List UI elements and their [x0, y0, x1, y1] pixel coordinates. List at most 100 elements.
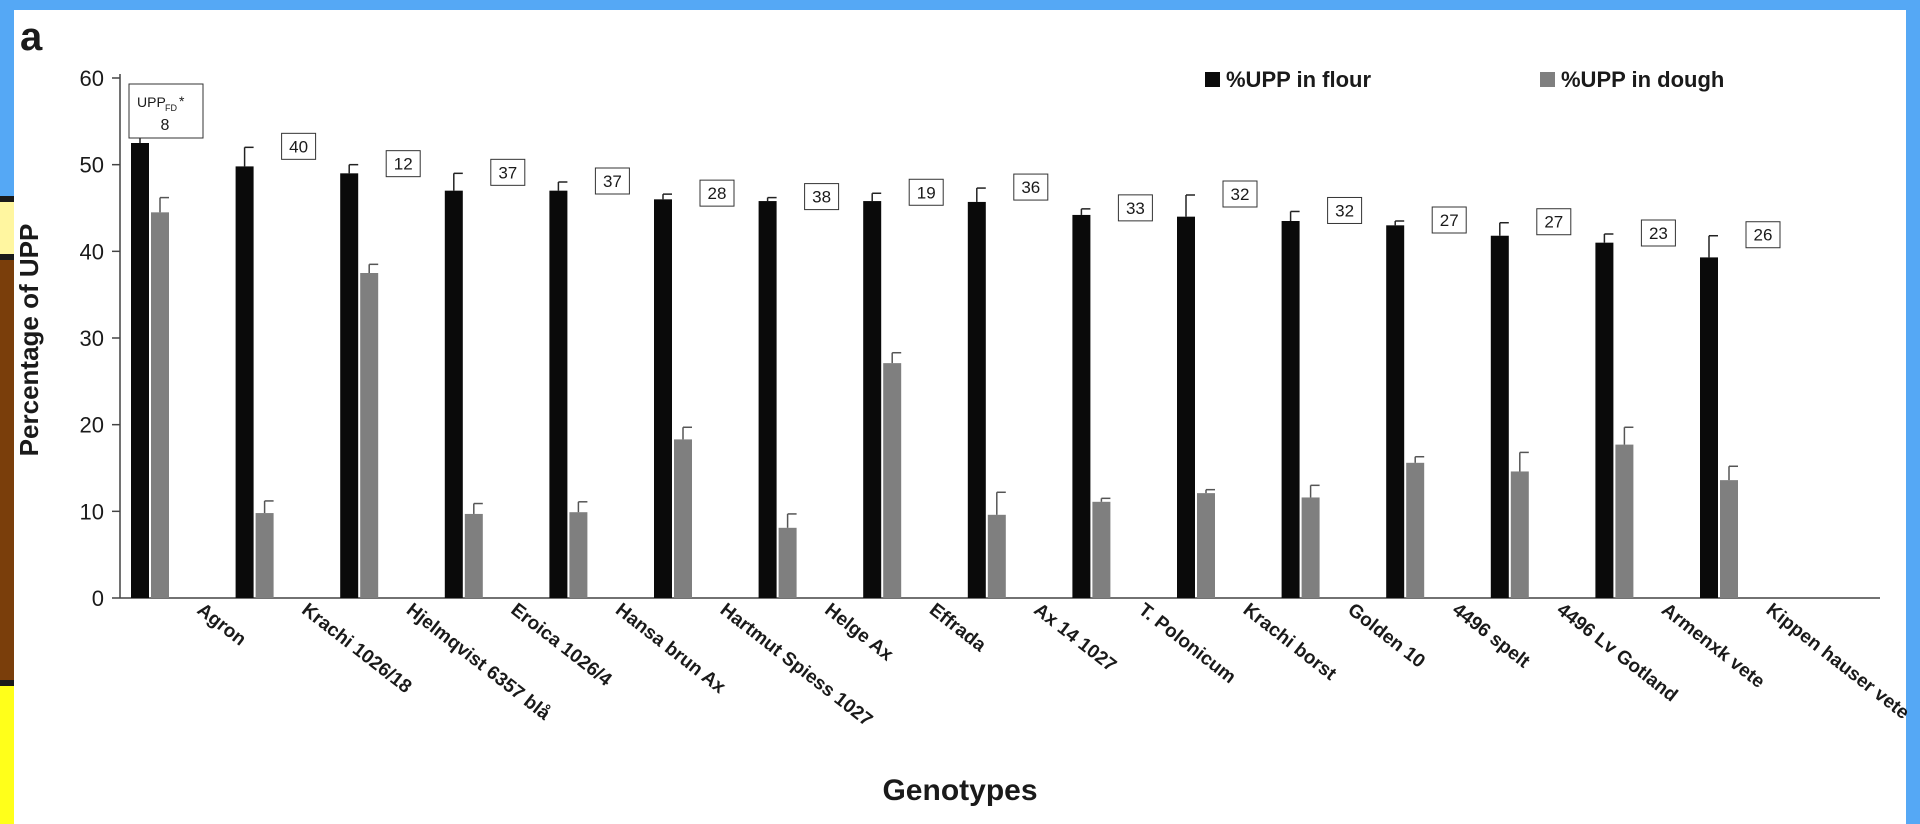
bar-dough — [1197, 493, 1215, 598]
bar-flour — [1490, 235, 1509, 598]
annotation-value: 26 — [1754, 226, 1773, 245]
bar-flour — [549, 190, 568, 598]
annotation-box — [1640, 219, 1676, 247]
annotation-value: 23 — [1649, 224, 1668, 243]
annotation-box — [804, 183, 840, 211]
bar-flour — [758, 201, 777, 599]
bar-flour — [1281, 221, 1300, 598]
bar-flour — [235, 166, 254, 598]
bar-flour — [967, 201, 986, 598]
annotation-value: 33 — [1126, 199, 1145, 218]
annotation-value: 37 — [498, 163, 517, 182]
bar-dough — [1615, 444, 1634, 598]
x-tick-label: Armenxk vete — [1657, 599, 1768, 692]
x-tick-label: Golden 10 — [1344, 599, 1429, 672]
bar-dough — [1406, 462, 1425, 598]
legend-swatch-flour — [1205, 72, 1220, 87]
frame-left-stripe — [0, 680, 14, 686]
bar-flour — [340, 173, 359, 599]
frame-right-border — [1906, 0, 1920, 824]
y-tick-label: 20 — [80, 413, 104, 438]
annotation-value: 40 — [289, 137, 308, 156]
bar-dough — [255, 513, 274, 598]
annotation-value: 19 — [917, 183, 936, 202]
annotation-box — [128, 83, 204, 139]
x-tick-label: Hansa brun Ax — [611, 599, 729, 698]
annotation-value: 38 — [812, 188, 831, 207]
frame-left-stripe — [0, 196, 14, 202]
bar-flour — [654, 199, 672, 599]
annotation-box — [1117, 194, 1153, 222]
x-tick-label: 4496 spelt — [1448, 599, 1534, 673]
x-tick-label: Helge Ax — [821, 599, 898, 665]
bars-group — [131, 123, 1738, 599]
y-tick-label: 50 — [80, 153, 104, 178]
annotation-value: 36 — [1021, 178, 1040, 197]
annotation-box — [490, 158, 526, 186]
annotation-box — [908, 178, 944, 206]
bar-dough — [1301, 497, 1320, 598]
annotation-box — [1327, 196, 1363, 224]
x-tick-label: Eroica 1026/4 — [507, 599, 616, 691]
annotation-value: 27 — [1440, 211, 1459, 230]
x-tick-label: Krachi borst — [1239, 599, 1341, 685]
bar-dough — [674, 439, 692, 598]
annotation-value: 8 — [161, 117, 170, 134]
bar-dough — [151, 212, 169, 599]
bar-dough — [987, 514, 1006, 598]
bar-dough — [569, 512, 588, 598]
annotation-value: 12 — [394, 155, 413, 174]
bar-flour — [1700, 257, 1718, 598]
annotation-box — [594, 167, 630, 195]
annotations-group: UPP FD * 8 40 12 37 37 28 38 19 36 33 32 32 27 27 23 26 — [128, 83, 1781, 249]
bar-dough — [1092, 501, 1111, 598]
x-axis-label: Genotypes — [882, 774, 1037, 807]
annotation-box — [281, 132, 317, 160]
x-tick-label: Kippen hauser vete — [1762, 599, 1913, 723]
frame-left-yellow — [0, 686, 14, 824]
annotation-value: 27 — [1544, 213, 1563, 232]
panel-label: a — [20, 15, 43, 59]
frame-left-blue — [0, 0, 14, 196]
frame-left-pale-yellow — [0, 202, 14, 254]
bar-dough — [464, 513, 483, 598]
annotation-box — [385, 150, 421, 178]
annotation-value: 28 — [708, 184, 727, 203]
y-tick-label: 10 — [80, 499, 104, 524]
frame-left-brown — [0, 260, 14, 680]
y-tick-label: 60 — [80, 66, 104, 91]
legend-swatch-dough — [1540, 72, 1555, 87]
bar-flour — [1072, 214, 1091, 598]
x-tick-label: Effrada — [925, 599, 990, 656]
y-axis-label: Percentage of UPP — [14, 224, 44, 457]
bar-flour — [1177, 216, 1195, 598]
annotation-label-main: UPP — [137, 94, 166, 110]
annotation-box — [1536, 208, 1572, 236]
frame-top-border — [0, 0, 1920, 10]
annotation-value: 32 — [1335, 201, 1354, 220]
bar-dough — [883, 363, 902, 598]
x-tick-label: T. Polonicum — [1134, 599, 1239, 688]
x-tick-label: Krachi 1026/18 — [298, 599, 416, 697]
bar-flour — [444, 190, 463, 598]
annotation-value: 32 — [1231, 185, 1250, 204]
annotation-box — [1013, 173, 1049, 201]
legend-label-flour: %UPP in flour — [1226, 67, 1371, 92]
legend: %UPP in flour %UPP in dough — [1205, 67, 1724, 92]
annotation-box — [1745, 221, 1781, 249]
bar-flour — [863, 201, 882, 599]
bar-dough — [360, 273, 379, 598]
bar-flour — [1595, 242, 1614, 598]
bar-dough — [1510, 471, 1529, 598]
bar-dough — [778, 527, 797, 598]
legend-label-dough: %UPP in dough — [1561, 67, 1724, 92]
y-tick-label: 30 — [80, 326, 104, 351]
y-tick-label: 0 — [92, 586, 104, 611]
annotation-value: 37 — [603, 172, 622, 191]
frame-left-stripe — [0, 254, 14, 260]
annotation-label-star: * — [179, 93, 185, 109]
annotation-box — [1431, 206, 1467, 234]
annotation-box — [699, 179, 735, 207]
